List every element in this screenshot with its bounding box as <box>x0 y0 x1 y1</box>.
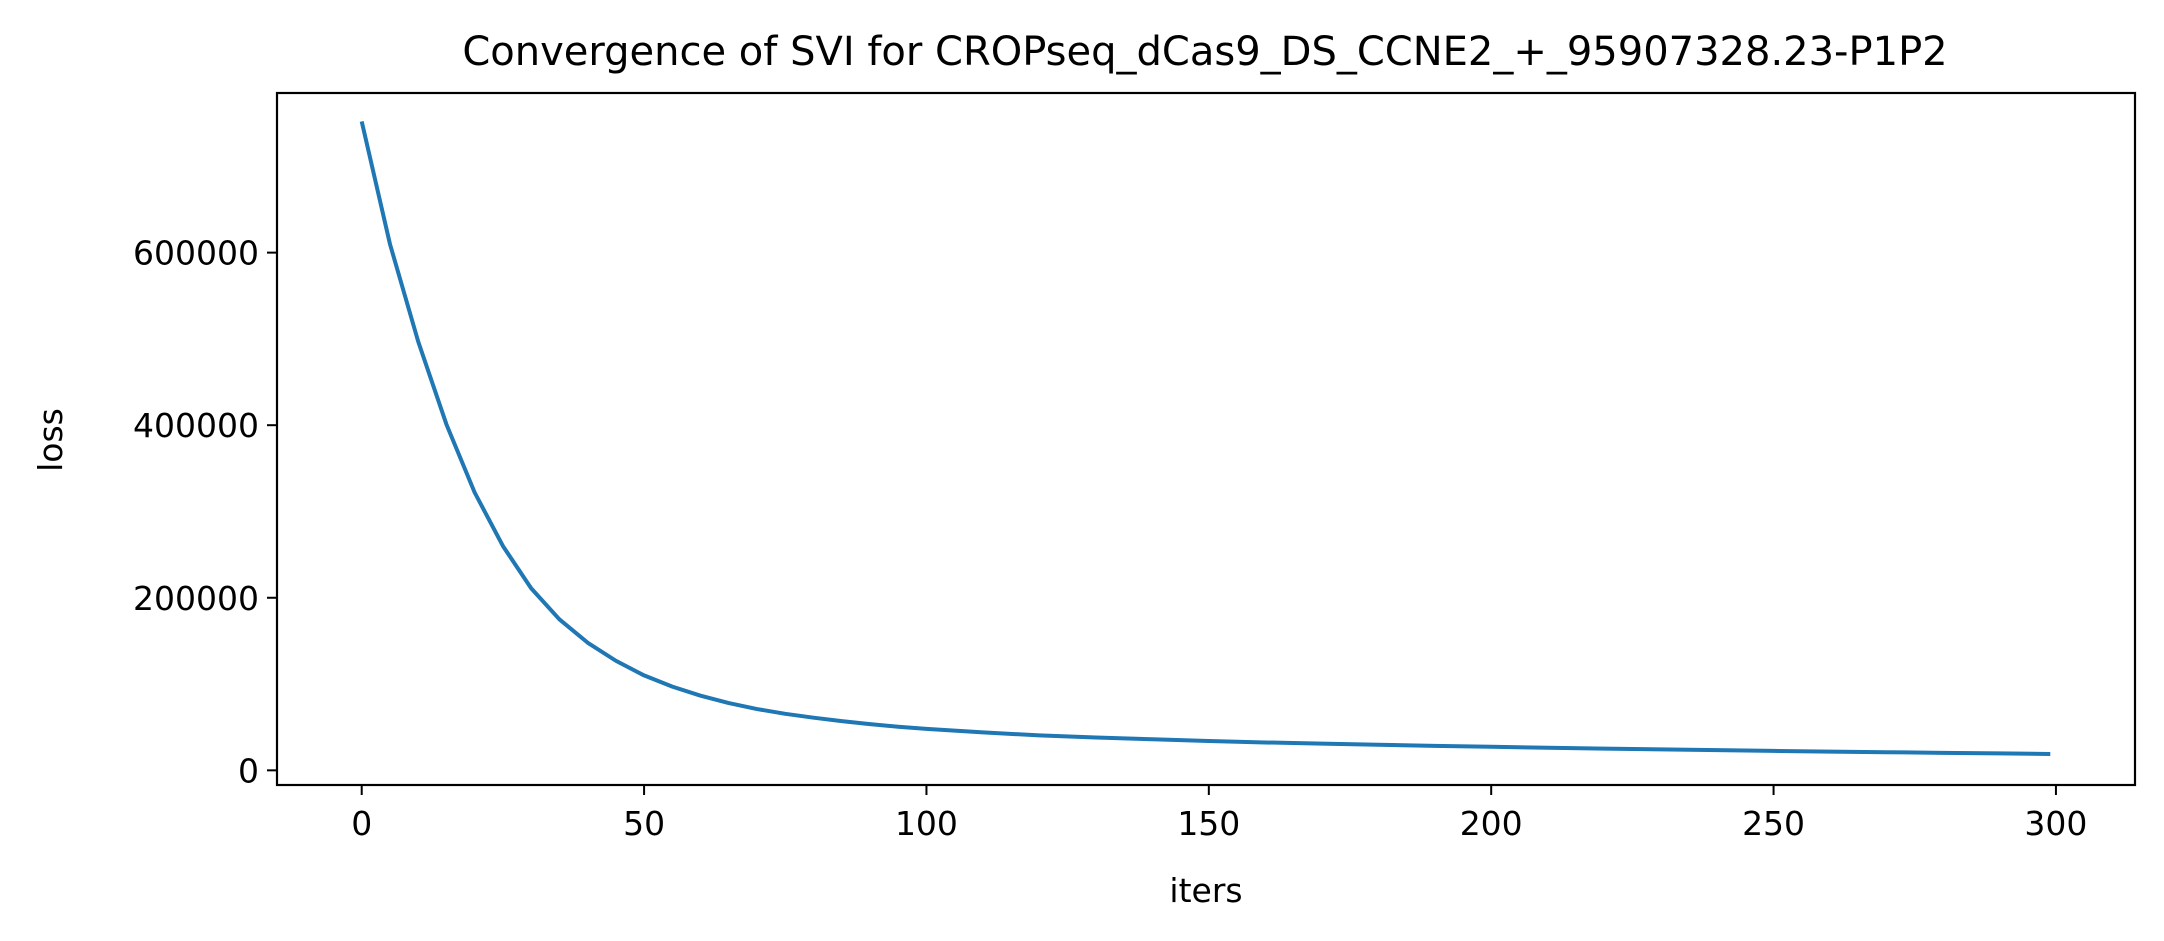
x-tick-label: 250 <box>1742 804 1805 843</box>
x-tick-label: 50 <box>623 804 665 843</box>
y-tick-label: 0 <box>238 751 259 790</box>
y-axis-label: loss <box>31 408 70 472</box>
axes-frame <box>275 91 2137 787</box>
x-tick-label: 300 <box>2024 804 2087 843</box>
x-tick-label: 200 <box>1460 804 1523 843</box>
plot-area <box>359 121 2051 756</box>
x-tick-label: 0 <box>351 804 372 843</box>
y-tick-label: 400000 <box>133 406 259 445</box>
x-axis: 0 50 100 150 200 250 300 <box>351 785 2087 843</box>
chart-title: Convergence of SVI for CROPseq_dCas9_DS_… <box>462 29 1947 75</box>
series-line-0 <box>359 121 2051 756</box>
x-axis-label: iters <box>1169 871 1242 910</box>
y-tick-label: 600000 <box>133 234 259 273</box>
x-tick-label: 150 <box>1177 804 1240 843</box>
y-tick-label: 200000 <box>133 579 259 618</box>
y-axis: 0 200000 400000 600000 <box>133 234 277 790</box>
x-tick-label: 100 <box>895 804 958 843</box>
